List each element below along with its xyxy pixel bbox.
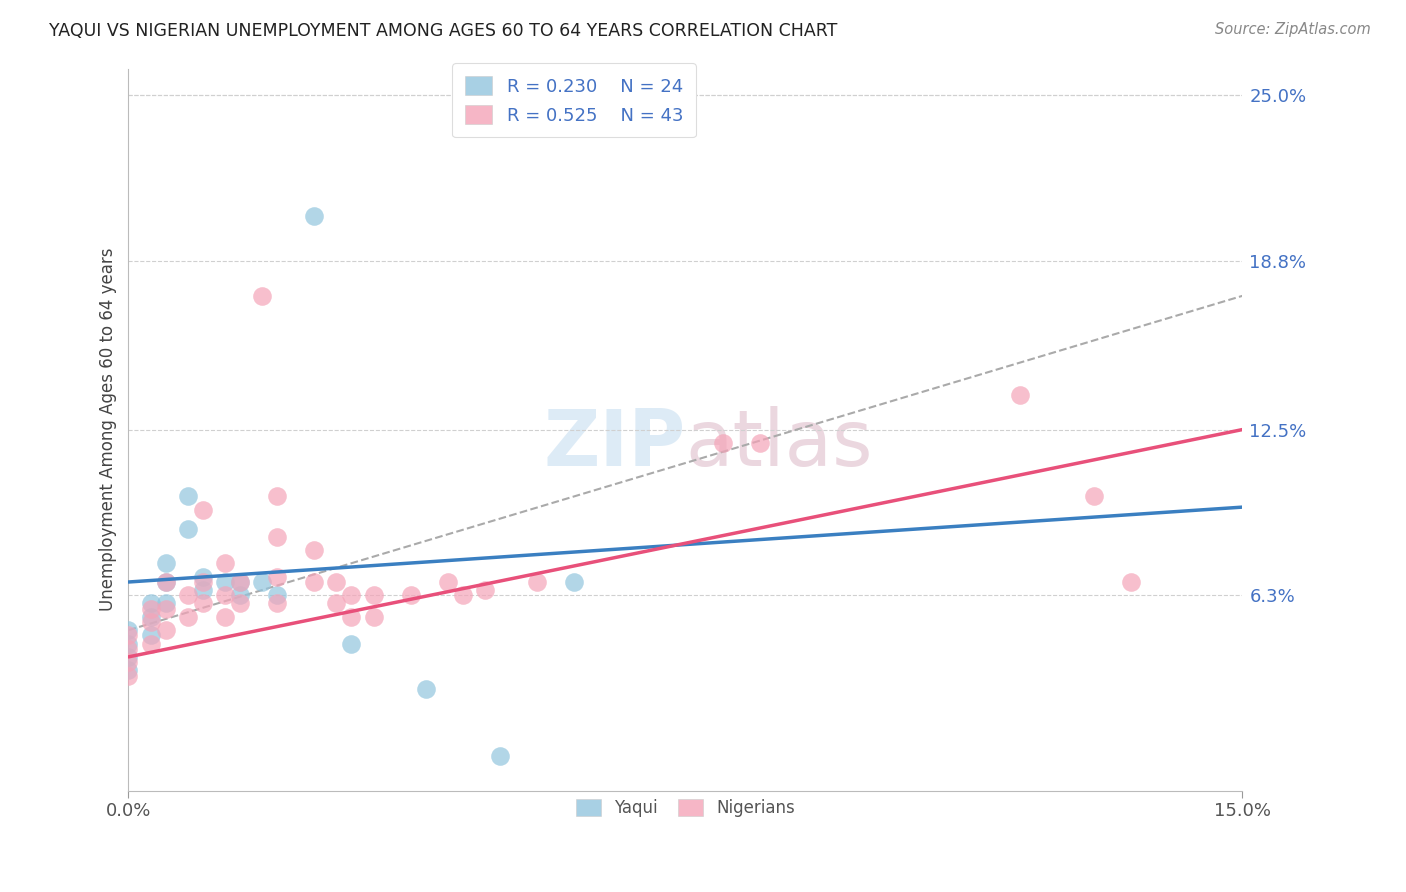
Point: [340, 609, 363, 624]
Point: [250, 574, 273, 589]
Point: [139, 596, 162, 610]
Point: [229, 596, 252, 610]
Point: [177, 522, 200, 536]
Point: [214, 588, 236, 602]
Point: [214, 574, 236, 589]
Point: [488, 748, 510, 763]
Point: [266, 529, 288, 543]
Legend: Yaqui, Nigerians: Yaqui, Nigerians: [568, 791, 803, 826]
Point: [155, 556, 177, 570]
Text: YAQUI VS NIGERIAN UNEMPLOYMENT AMONG AGES 60 TO 64 YEARS CORRELATION CHART: YAQUI VS NIGERIAN UNEMPLOYMENT AMONG AGE…: [49, 22, 838, 40]
Text: ZIP: ZIP: [543, 406, 686, 482]
Point: [250, 289, 273, 303]
Point: [191, 582, 214, 597]
Point: [117, 636, 139, 650]
Point: [451, 588, 474, 602]
Point: [229, 588, 252, 602]
Point: [139, 615, 162, 629]
Point: [155, 623, 177, 637]
Point: [214, 609, 236, 624]
Point: [363, 588, 385, 602]
Point: [436, 574, 458, 589]
Y-axis label: Unemployment Among Ages 60 to 64 years: Unemployment Among Ages 60 to 64 years: [100, 248, 117, 611]
Point: [1083, 490, 1105, 504]
Point: [155, 574, 177, 589]
Point: [117, 663, 139, 677]
Point: [711, 436, 734, 450]
Point: [117, 623, 139, 637]
Point: [177, 588, 200, 602]
Point: [191, 574, 214, 589]
Point: [266, 596, 288, 610]
Point: [155, 601, 177, 615]
Point: [139, 609, 162, 624]
Point: [1008, 388, 1031, 402]
Point: [214, 556, 236, 570]
Point: [117, 668, 139, 682]
Point: [117, 649, 139, 664]
Point: [229, 574, 252, 589]
Point: [748, 436, 770, 450]
Point: [415, 681, 437, 696]
Point: [177, 490, 200, 504]
Point: [191, 569, 214, 583]
Point: [302, 209, 325, 223]
Point: [302, 574, 325, 589]
Point: [1119, 574, 1142, 589]
Point: [526, 574, 548, 589]
Point: [139, 636, 162, 650]
Point: [340, 588, 363, 602]
Text: Source: ZipAtlas.com: Source: ZipAtlas.com: [1215, 22, 1371, 37]
Point: [117, 641, 139, 656]
Point: [266, 588, 288, 602]
Text: atlas: atlas: [686, 406, 873, 482]
Point: [139, 601, 162, 615]
Point: [266, 569, 288, 583]
Point: [155, 596, 177, 610]
Point: [155, 574, 177, 589]
Point: [139, 628, 162, 642]
Point: [562, 574, 585, 589]
Point: [177, 609, 200, 624]
Point: [191, 503, 214, 517]
Point: [266, 490, 288, 504]
Point: [191, 596, 214, 610]
Point: [399, 588, 422, 602]
Point: [117, 655, 139, 669]
Point: [117, 628, 139, 642]
Point: [474, 582, 496, 597]
Point: [340, 636, 363, 650]
Point: [325, 596, 347, 610]
Point: [325, 574, 347, 589]
Point: [229, 574, 252, 589]
Point: [302, 542, 325, 557]
Point: [363, 609, 385, 624]
